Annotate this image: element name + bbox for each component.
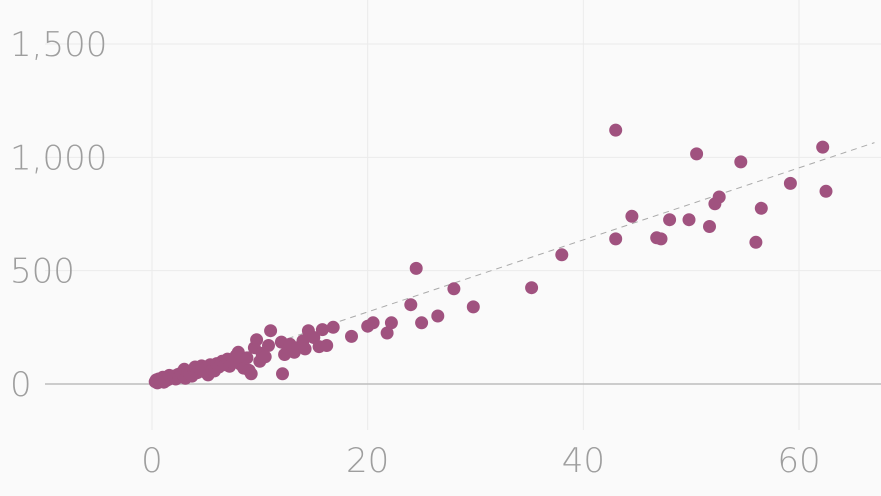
data-point (625, 209, 639, 223)
tick-labels: 0 500 1,000 1,500 0 20 40 60 (10, 25, 821, 481)
data-point (366, 316, 380, 330)
data-point (298, 342, 312, 356)
data-point (415, 316, 429, 330)
data-point (240, 351, 254, 365)
data-point (783, 176, 797, 190)
y-tick-label: 1,000 (10, 138, 107, 178)
y-tick-label: 1,500 (10, 25, 107, 65)
x-tick-label: 20 (346, 441, 389, 481)
y-tick-label: 500 (10, 252, 75, 292)
data-point (262, 339, 275, 352)
data-point (749, 235, 763, 249)
data-point (816, 140, 830, 154)
data-point (819, 184, 833, 198)
data-point (703, 220, 716, 233)
data-point (404, 298, 418, 312)
x-tick-label: 40 (562, 441, 605, 481)
data-point (555, 248, 569, 262)
data-point (734, 155, 748, 169)
data-point (250, 333, 264, 347)
x-tick-label: 0 (141, 441, 163, 481)
data-point (276, 367, 289, 381)
data-point (525, 281, 539, 295)
y-tick-label: 0 (10, 365, 32, 405)
data-point (609, 232, 623, 246)
x-tick-label: 60 (777, 441, 820, 481)
data-point (754, 201, 768, 215)
data-point (244, 367, 258, 381)
data-point (654, 232, 668, 246)
data-point (609, 123, 623, 137)
data-point (447, 282, 461, 296)
data-point (384, 316, 398, 330)
data-point (663, 213, 677, 227)
data-point (258, 350, 272, 364)
grid (45, 0, 881, 430)
data-point (380, 326, 394, 340)
data-point (345, 329, 358, 343)
data-point (264, 324, 278, 338)
data-point (315, 323, 329, 337)
data-point (431, 309, 445, 323)
data-points (148, 123, 833, 390)
data-point (326, 320, 340, 334)
data-point (712, 190, 726, 204)
data-point (409, 261, 423, 275)
data-point (466, 300, 480, 314)
data-point (682, 213, 696, 227)
data-point (690, 147, 704, 161)
data-point (320, 339, 334, 352)
